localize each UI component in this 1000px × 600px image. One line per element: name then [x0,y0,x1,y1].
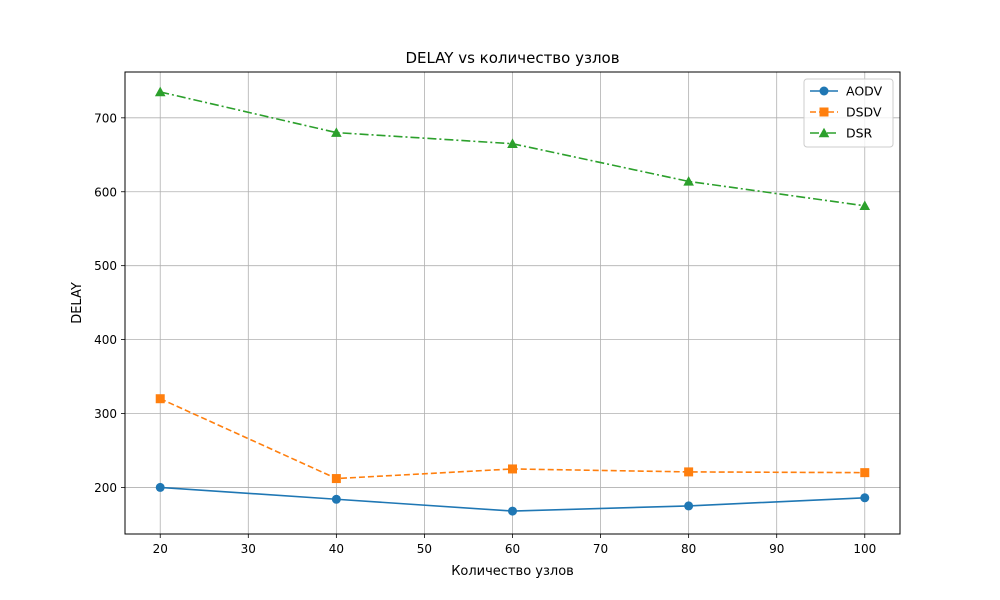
y-tick-label: 700 [94,111,117,125]
data-point-aodv [155,482,165,492]
data-point-aodv [860,493,870,503]
data-point-dsr [507,138,518,148]
x-axis: 20 30 40 50 60 70 80 90 100 [153,534,876,556]
data-point-dsr [154,86,166,97]
y-axis: 200 300 400 500 600 700 [94,111,125,495]
x-tick-label: 50 [417,542,432,556]
legend-entry-aodv: AODV [810,84,883,99]
data-point-dsdv [860,468,870,478]
x-tick-label: 70 [593,542,608,556]
data-point-dsdv [508,464,517,474]
legend-entry-dsdv: DSDV [810,105,882,120]
legend-marker [819,107,829,117]
legend-label: DSDV [846,105,882,120]
legend-entry-dsr: DSR [810,126,873,141]
y-tick-label: 600 [94,185,117,199]
series-dsr [154,86,871,211]
x-tick-label: 20 [153,542,168,556]
x-tick-label: 60 [505,542,520,556]
data-point-dsdv [684,467,694,477]
y-tick-label: 400 [94,333,117,347]
y-tick-label: 300 [94,407,117,421]
x-axis-label: Количество узлов [451,564,574,579]
x-tick-label: 30 [241,542,256,556]
legend: AODV DSDV DSR [803,78,894,148]
data-point-dsdv [331,474,341,484]
y-tick-label: 500 [94,259,117,273]
legend-label: AODV [846,84,883,99]
data-point-dsdv [155,394,165,404]
series-aodv [155,482,870,516]
data-point-aodv [508,506,517,516]
data-point-aodv [331,494,341,504]
x-tick-label: 90 [769,542,784,556]
series-dsdv [155,394,870,484]
data-point-dsr [683,176,694,186]
legend-label: DSR [846,126,873,141]
y-tick-label: 200 [94,481,117,495]
legend-marker [819,86,829,96]
grid [125,72,900,534]
x-tick-label: 40 [329,542,344,556]
x-tick-label: 80 [681,542,696,556]
data-point-aodv [684,501,694,511]
x-tick-label: 100 [853,542,876,556]
chart-title: DELAY vs количество узлов [405,49,619,67]
data-point-dsr [331,127,342,137]
legend-marker [818,127,830,138]
data-point-dsr [859,200,871,211]
y-axis-label: DELAY [70,282,85,324]
legend-box [803,78,894,148]
series-layer [154,86,871,516]
